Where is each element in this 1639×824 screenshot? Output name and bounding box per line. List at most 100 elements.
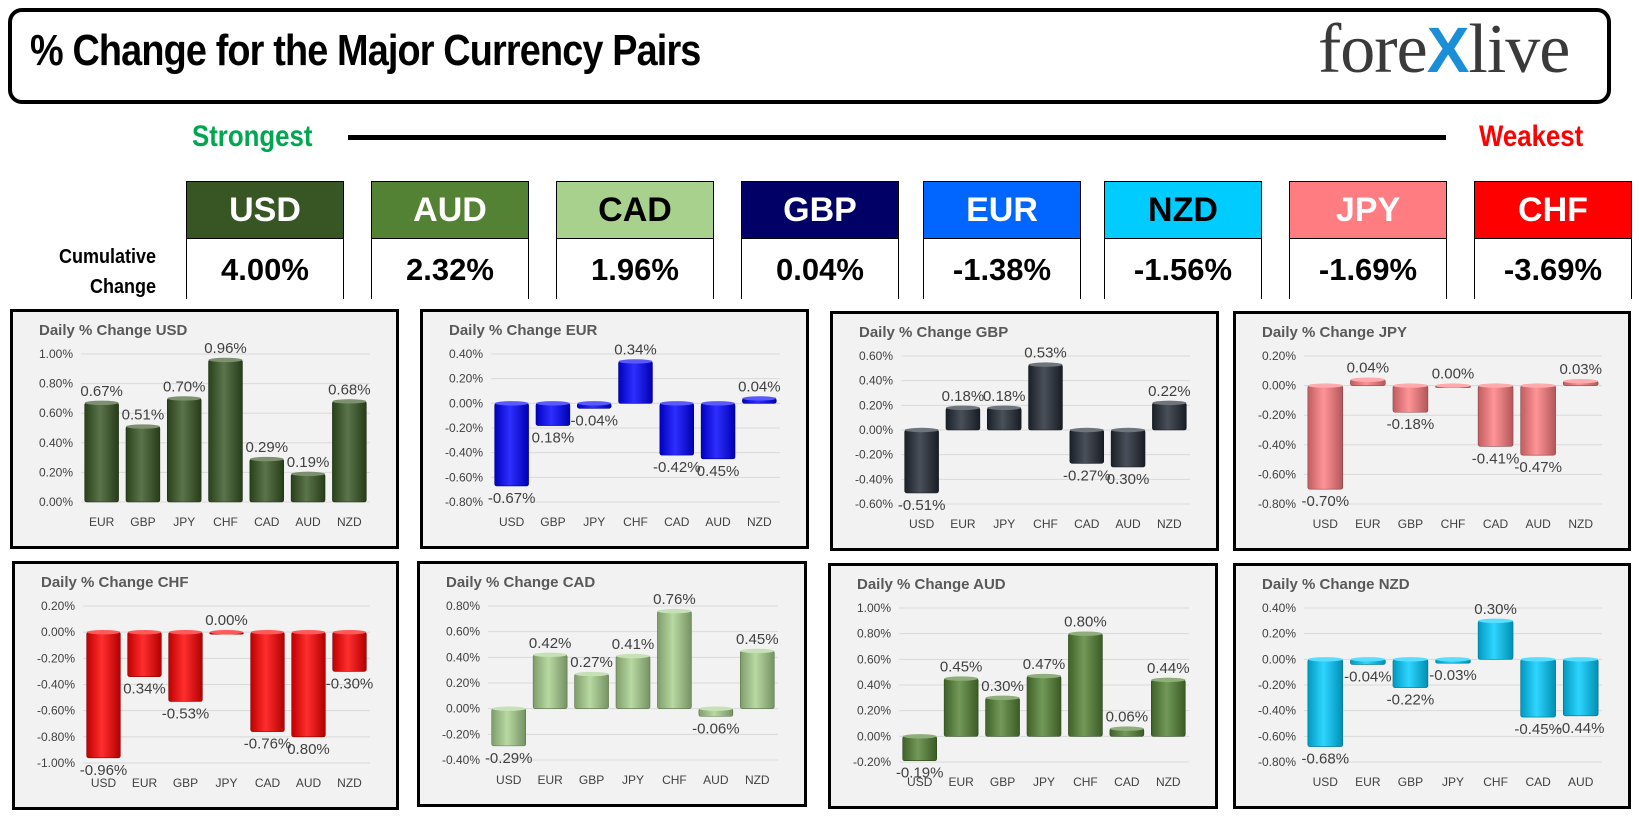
- currency-code: USD: [187, 182, 343, 239]
- x-category-label: CHF: [1441, 517, 1466, 531]
- y-tick-label: -0.80%: [445, 495, 483, 509]
- data-label: 0.45%: [736, 631, 779, 648]
- bar-gbp: [574, 673, 609, 709]
- chart-svg: Daily % Change CHF -1.00% -0.80% -0.60% -0.4…: [37, 574, 373, 790]
- bar-cad: [659, 403, 695, 456]
- y-tick-label: 0.20%: [857, 704, 891, 718]
- y-tick-label: 0.40%: [446, 650, 480, 664]
- strongest-label: Strongest: [192, 120, 313, 153]
- bar-cap: [987, 405, 1022, 410]
- bar-cap: [1111, 427, 1145, 433]
- data-label: -0.68%: [1302, 751, 1350, 768]
- bar-eur: [943, 678, 979, 737]
- bar-chf: [618, 361, 653, 404]
- x-category-label: CHF: [1483, 775, 1508, 789]
- bar-cap: [698, 706, 733, 711]
- bar-cad: [1520, 659, 1556, 718]
- y-tick-label: -1.00%: [37, 756, 75, 770]
- bar-cap: [1027, 673, 1061, 679]
- data-label: -0.03%: [1429, 667, 1477, 684]
- bar-cap: [291, 629, 326, 635]
- logo-text-post: live: [1468, 11, 1570, 88]
- data-label: -0.04%: [1344, 668, 1392, 685]
- y-tick-label: -0.20%: [442, 727, 480, 741]
- logo-x-icon: X: [1426, 14, 1470, 86]
- data-label: -0.45%: [1514, 721, 1562, 738]
- y-tick-label: 0.00%: [1262, 652, 1296, 666]
- y-tick-label: 0.20%: [446, 676, 480, 690]
- bar-cap: [1350, 657, 1386, 662]
- data-label: 0.68%: [328, 381, 371, 398]
- bar-cap: [902, 734, 937, 739]
- cumulative-change-label: Cumulative Change: [57, 242, 156, 302]
- data-label: 0.30%: [1107, 471, 1150, 488]
- chart-svg: Daily % Change NZD -0.80% -0.60% -0.40% -0.2…: [1258, 576, 1605, 789]
- bar-gbp: [1392, 385, 1429, 413]
- bar-cad: [250, 631, 285, 732]
- y-tick-label: -0.60%: [445, 470, 483, 484]
- chart-title: Daily % Change GBP: [859, 324, 1008, 341]
- y-tick-label: 0.00%: [857, 729, 891, 743]
- bar-cap: [1068, 631, 1103, 636]
- x-category-label: EUR: [132, 776, 158, 790]
- bar-aud: [1562, 659, 1599, 717]
- bar-nzd: [332, 631, 367, 672]
- chart-title: Daily % Change NZD: [1262, 576, 1410, 593]
- y-tick-label: 0.60%: [859, 349, 893, 363]
- x-category-label: NZD: [1156, 775, 1181, 789]
- x-category-label: GBP: [130, 515, 155, 529]
- bar-cap: [1392, 657, 1428, 662]
- bar-cap: [946, 405, 980, 410]
- bar-cap: [1307, 383, 1343, 388]
- x-category-label: GBP: [540, 515, 565, 529]
- x-category-label: CAD: [255, 776, 281, 790]
- daily-change-cad-chart: Daily % Change CAD -0.40% -0.20% 0.00% 0.20%…: [417, 561, 807, 807]
- currency-code: CAD: [557, 182, 713, 239]
- bar-cap: [1563, 657, 1599, 662]
- bar-gbp: [125, 426, 161, 503]
- y-tick-label: 0.20%: [859, 398, 893, 412]
- bar-jpy: [166, 398, 202, 503]
- bar-usd: [494, 403, 529, 487]
- y-tick-label: 0.60%: [39, 406, 73, 420]
- chart-svg: Daily % Change USD 0.00% 0.20% 0.40% 0.60% 0.…: [39, 322, 371, 529]
- data-label: 0.18%: [532, 430, 575, 447]
- currency-box-usd: USD 4.00%: [186, 181, 344, 299]
- data-label: -0.04%: [570, 412, 618, 429]
- chart-title: Daily % Change CAD: [446, 574, 595, 591]
- data-label: 0.47%: [1023, 656, 1066, 673]
- bar-jpy: [1026, 675, 1062, 737]
- data-label: 0.80%: [1064, 614, 1107, 631]
- y-tick-label: -0.20%: [1258, 678, 1296, 692]
- bar-cap: [536, 401, 570, 406]
- header-box: [8, 8, 1611, 104]
- x-category-label: GBP: [990, 775, 1015, 789]
- bar-gbp: [1392, 659, 1429, 688]
- bar-cap: [491, 706, 526, 711]
- y-tick-label: 0.20%: [449, 372, 483, 386]
- x-category-label: USD: [91, 776, 117, 790]
- x-category-label: GBP: [1398, 775, 1423, 789]
- data-label: -0.41%: [1472, 450, 1520, 467]
- logo-text-pre: fore: [1318, 11, 1428, 88]
- currency-cumulative-value: 0.04%: [742, 239, 898, 299]
- x-category-label: EUR: [89, 515, 115, 529]
- y-tick-label: 0.40%: [859, 374, 893, 388]
- bar-aud: [291, 631, 326, 738]
- chart-svg: Daily % Change AUD -0.20% 0.00% 0.20% 0.40% 0…: [853, 576, 1190, 789]
- y-tick-label: 0.20%: [1262, 349, 1296, 363]
- bar-aud: [290, 473, 326, 503]
- data-label: 0.76%: [653, 591, 696, 608]
- chart-title: Daily % Change EUR: [449, 322, 598, 339]
- currency-cumulative-value: -1.38%: [924, 239, 1080, 299]
- y-tick-label: 0.40%: [449, 347, 483, 361]
- bar-cap: [657, 608, 692, 614]
- y-tick-label: 0.20%: [39, 465, 73, 479]
- x-category-label: JPY: [173, 515, 195, 529]
- bar-cad: [1069, 429, 1105, 464]
- x-category-label: JPY: [215, 776, 237, 790]
- data-label: 0.80%: [287, 741, 330, 758]
- x-category-label: USD: [1313, 775, 1339, 789]
- chart-svg: Daily % Change GBP -0.60% -0.40% -0.20% 0.00…: [855, 324, 1191, 531]
- bar-eur: [532, 654, 568, 709]
